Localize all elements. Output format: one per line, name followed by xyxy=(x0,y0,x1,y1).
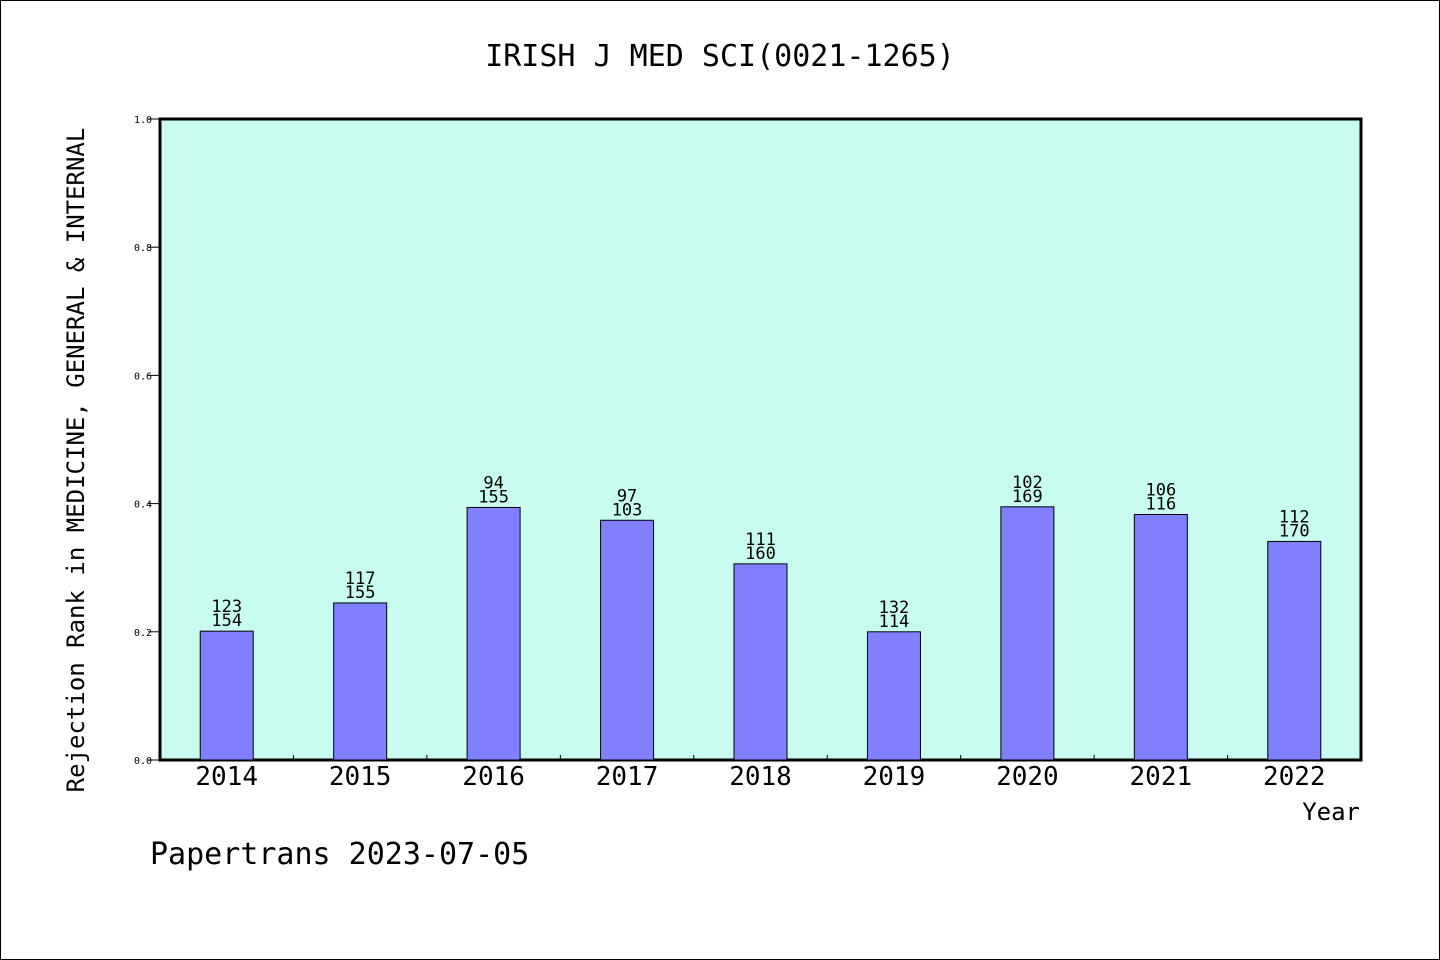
y-tick-label: 0.0 xyxy=(134,756,152,767)
bar-label-bottom: 155 xyxy=(345,583,376,603)
bar-label-top: 97 xyxy=(617,486,637,506)
x-axis: 2014 2015 2016 2017 2018 2019 2020 2021 2022 xyxy=(195,755,1326,792)
x-axis-label: Year xyxy=(1302,798,1360,826)
footer-credit: Papertrans 2023-07-05 xyxy=(150,837,529,872)
bar xyxy=(1267,540,1322,761)
y-tick-label: 0.4 xyxy=(134,500,152,511)
bar-label-bottom: 116 xyxy=(1145,494,1176,514)
bar-label-bottom: 114 xyxy=(879,612,910,632)
bar-label-bottom: 155 xyxy=(478,487,509,507)
bar-label-bottom: 170 xyxy=(1279,521,1310,541)
bar xyxy=(1000,506,1055,761)
x-tick-label: 2021 xyxy=(1130,762,1193,792)
bar xyxy=(733,563,788,761)
y-tick-label: 0.8 xyxy=(134,243,152,254)
bar xyxy=(199,630,254,761)
bar-label-top: 102 xyxy=(1012,473,1043,493)
bar-label-top: 94 xyxy=(483,473,503,493)
x-tick-label: 2020 xyxy=(996,762,1059,792)
bar-label-bottom: 160 xyxy=(745,544,776,564)
bar-label-top: 132 xyxy=(879,598,910,618)
y-tick-label: 1.0 xyxy=(134,115,152,126)
bar-label-bottom: 154 xyxy=(211,611,242,631)
y-tick-label: 0.2 xyxy=(134,628,152,639)
bar-label-top: 123 xyxy=(211,597,242,617)
bar-label-bottom: 103 xyxy=(612,500,643,520)
x-tick-label: 2014 xyxy=(195,762,258,792)
bar xyxy=(1133,513,1188,761)
bar xyxy=(600,519,655,761)
y-tick-label: 0.6 xyxy=(134,371,152,382)
x-tick-label: 2017 xyxy=(596,762,659,792)
bar xyxy=(866,631,921,761)
y-axis: 0.0 0.2 0.4 0.6 0.8 1.0 xyxy=(134,115,160,767)
bar-label-top: 112 xyxy=(1279,507,1310,527)
x-tick-label: 2022 xyxy=(1263,762,1326,792)
x-tick-label: 2019 xyxy=(863,762,926,792)
x-tick-label: 2016 xyxy=(462,762,525,792)
bar-label-bottom: 169 xyxy=(1012,487,1043,507)
bar xyxy=(333,602,388,761)
y-axis-label: Rejection Rank in MEDICINE, GENERAL & IN… xyxy=(62,128,90,793)
bar-label-top: 106 xyxy=(1145,480,1176,500)
x-tick-label: 2015 xyxy=(329,762,392,792)
x-tick-label: 2018 xyxy=(729,762,792,792)
chart-title: IRISH J MED SCI(0021-1265) xyxy=(485,39,955,74)
bar xyxy=(466,506,521,761)
bar-label-top: 117 xyxy=(345,569,376,589)
bar-label-top: 111 xyxy=(745,530,776,550)
